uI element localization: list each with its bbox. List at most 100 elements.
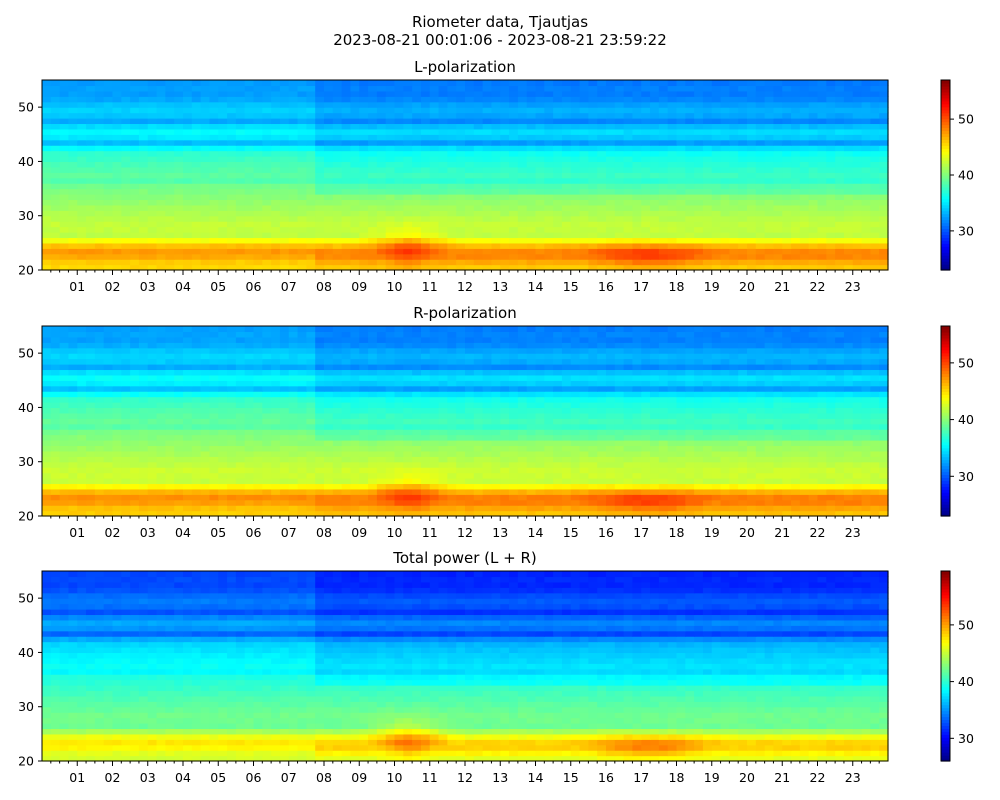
heatmap-cell [579,139,589,146]
heatmap-cell [720,221,730,228]
heatmap-cell [341,96,352,103]
heatmap-cell [341,232,352,239]
heatmap-cell [288,107,299,114]
heatmap-cell [711,177,722,184]
heatmap-cell [544,445,554,452]
heatmap-cell [438,434,448,441]
x-tick-label: 09 [351,279,367,294]
heatmap-cell [650,139,660,146]
heatmap-cell [456,172,466,179]
heatmap-cell [279,494,290,501]
heatmap-cell [420,145,431,152]
heatmap-cell [341,226,352,233]
heatmap-cell [852,107,863,114]
heatmap-cell [826,472,836,479]
heatmap-cell [297,139,307,146]
heatmap-cell [650,259,660,266]
heatmap-cell [694,505,704,512]
heatmap-cell [86,467,96,474]
heatmap-cell [544,478,554,485]
heatmap-cell [465,80,475,87]
heatmap-cell [77,96,87,103]
heatmap-cell [650,107,660,114]
heatmap-cell [77,123,87,130]
heatmap-cell [218,90,228,97]
heatmap-cell [429,221,440,228]
heatmap-cell [403,434,413,441]
heatmap-cell [447,467,457,474]
heatmap-cell [667,145,678,152]
heatmap-cell [685,248,695,255]
heatmap-cell [403,483,413,490]
heatmap-cell [456,472,466,479]
heatmap-cell [658,150,669,157]
heatmap-cell [685,118,695,125]
heatmap-cell [447,215,457,222]
heatmap-cell [376,145,387,152]
heatmap-cell [879,478,889,485]
heatmap-cell [623,215,634,222]
heatmap-cell [579,264,589,271]
heatmap-cell [676,123,686,130]
heatmap-cell [350,134,360,141]
heatmap-cell [606,166,616,173]
heatmap-cell [359,156,369,163]
heatmap-cell [112,445,122,452]
heatmap-cell [279,118,290,125]
heatmap-cell [271,264,281,271]
heatmap-cell [694,248,704,255]
heatmap-cell [773,237,783,244]
heatmap-cell [183,204,193,211]
heatmap-cell [42,215,52,222]
heatmap-cell [641,96,651,103]
heatmap-cell [200,242,211,249]
heatmap-cell [94,450,105,457]
heatmap-cell [209,134,219,141]
heatmap-cell [667,232,678,239]
heatmap-cell [782,215,792,222]
heatmap-cell [412,118,422,125]
heatmap-cell [588,505,598,512]
heatmap-cell [658,107,669,114]
heatmap-cell [879,177,889,184]
heatmap-cell [588,139,598,146]
heatmap-cell [843,112,854,119]
heatmap-cell [59,107,70,114]
heatmap-cell [465,161,475,168]
heatmap-cell [553,450,563,457]
heatmap-cell [861,177,871,184]
heatmap-cell [729,128,739,135]
heatmap-cell [632,101,642,108]
heatmap-cell [359,145,369,152]
heatmap-cell [174,237,184,244]
heatmap-cell [121,134,131,141]
heatmap-cell [579,80,589,87]
heatmap-cell [861,112,871,119]
heatmap-cell [200,134,211,141]
heatmap-cell [209,434,219,441]
colorbar-segment [941,91,950,96]
heatmap-cell [359,494,369,501]
heatmap-cell [103,199,114,206]
heatmap-cell [676,145,686,152]
heatmap-cell [359,215,369,222]
heatmap-cell [561,510,572,517]
heatmap-cell [138,199,149,206]
heatmap-cell [835,183,845,190]
heatmap-cell [227,445,237,452]
heatmap-cell [517,259,528,266]
heatmap-cell [218,145,228,152]
heatmap-cell [738,456,748,463]
heatmap-cell [852,183,863,190]
heatmap-cell [544,194,554,201]
heatmap-cell [658,510,669,517]
heatmap-cell [791,80,801,87]
heatmap-cell [870,107,880,114]
heatmap-cell [385,505,396,512]
heatmap-cell [121,434,131,441]
heatmap-cell [553,440,563,447]
heatmap-cell [826,188,836,195]
heatmap-cell [315,134,325,141]
heatmap-cell [165,494,175,501]
